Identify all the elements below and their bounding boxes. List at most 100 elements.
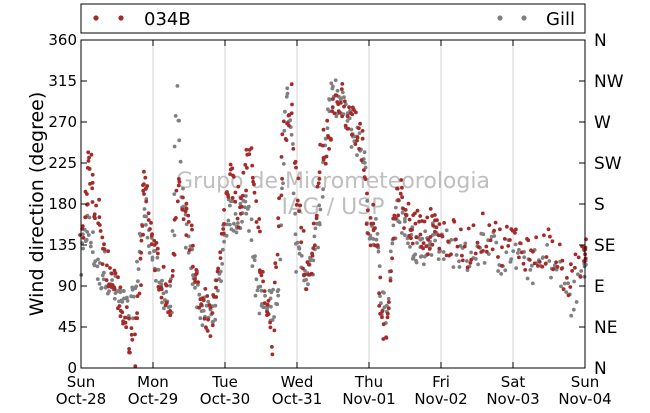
data-point-034b (548, 234, 552, 239)
data-point-gill (254, 277, 259, 282)
data-point-034b (392, 213, 397, 218)
data-point-034b (254, 199, 259, 204)
data-point-034b (249, 146, 254, 151)
data-point-034b (187, 248, 192, 252)
data-point-034b (310, 253, 315, 258)
data-point-034b (210, 323, 215, 328)
compass-axis: N NE E SE S SW W NW N (579, 31, 624, 379)
data-point-034b (238, 211, 243, 216)
data-point-034b (85, 192, 89, 196)
data-point-034b (413, 211, 417, 216)
data-point-gill (304, 277, 308, 282)
data-point-034b (466, 226, 471, 231)
x-tick-label-day: Thu (354, 373, 383, 391)
data-point-034b (537, 260, 542, 264)
data-point-gill (420, 236, 425, 241)
data-point-034b (123, 315, 128, 320)
data-point-gill (406, 241, 410, 246)
data-point-gill (403, 233, 407, 238)
legend-marker-034b (93, 15, 99, 21)
data-point-034b (428, 235, 433, 239)
data-point-gill (297, 246, 302, 251)
data-point-034b (381, 322, 386, 327)
data-point-034b (216, 266, 221, 271)
data-point-gill (193, 285, 197, 290)
data-point-034b (261, 279, 265, 284)
data-point-034b (161, 264, 166, 269)
data-point-gill (125, 299, 130, 303)
data-point-034b (561, 287, 566, 291)
data-point-034b (135, 316, 140, 321)
data-point-034b (113, 271, 118, 276)
data-point-034b (484, 249, 489, 254)
data-point-034b (402, 226, 406, 231)
data-point-034b (330, 105, 335, 110)
data-point-034b (557, 242, 562, 247)
data-point-gill (181, 186, 185, 191)
data-point-034b (230, 196, 235, 200)
data-point-gill (255, 288, 260, 293)
data-point-034b (400, 195, 404, 200)
data-point-034b (139, 238, 144, 243)
data-point-gill (329, 81, 334, 86)
data-point-034b (377, 304, 382, 308)
compass-label: SE (594, 236, 616, 256)
data-point-gill (476, 262, 480, 267)
data-point-034b (487, 223, 492, 228)
data-point-gill (263, 293, 267, 298)
data-point-034b (314, 213, 319, 218)
y-tick-label: 270 (48, 113, 77, 131)
data-point-gill (441, 250, 446, 254)
data-point-034b (100, 262, 105, 266)
data-point-034b (174, 216, 178, 220)
data-point-gill (374, 217, 378, 221)
data-point-gill (371, 237, 376, 241)
data-point-034b (421, 241, 426, 246)
data-point-034b (299, 225, 304, 230)
data-point-gill (160, 278, 164, 283)
y-axis-label: Wind direction (degree) (26, 92, 48, 317)
data-point-gill (243, 199, 248, 204)
data-point-034b (380, 315, 384, 320)
data-point-034b (381, 337, 386, 341)
data-point-034b (359, 158, 364, 163)
data-point-gill (224, 233, 229, 238)
data-point-034b (301, 229, 306, 233)
data-point-034b (193, 277, 197, 282)
data-point-gill (231, 228, 236, 233)
data-point-034b (422, 219, 427, 224)
data-point-gill (393, 205, 398, 210)
legend-entry-gill: Gill (497, 9, 575, 30)
data-point-034b (153, 268, 157, 273)
data-point-gill (433, 238, 437, 243)
data-point-gill (355, 153, 359, 158)
data-point-gill (131, 294, 136, 299)
data-point-gill (99, 285, 104, 290)
data-point-034b (518, 241, 522, 246)
data-point-034b (364, 222, 369, 226)
data-point-034b (493, 220, 498, 225)
data-point-034b (277, 196, 281, 201)
data-point-gill (216, 288, 220, 293)
data-point-gill (118, 290, 123, 295)
data-point-034b (256, 225, 261, 230)
data-point-gill (224, 222, 229, 227)
data-point-034b (210, 311, 215, 315)
data-point-034b (276, 224, 281, 229)
data-point-gill (390, 241, 395, 246)
data-point-034b (371, 221, 376, 226)
data-point-034b (129, 326, 134, 330)
data-point-034b (434, 225, 439, 230)
data-point-034b (110, 271, 114, 276)
data-point-gill (218, 269, 223, 274)
data-point-gill (376, 249, 381, 254)
data-point-034b (342, 104, 346, 109)
data-point-034b (289, 82, 294, 87)
data-point-034b (315, 184, 320, 189)
data-point-034b (468, 261, 473, 265)
data-point-gill (323, 136, 328, 141)
data-point-gill (136, 279, 140, 284)
data-point-gill (549, 275, 553, 280)
data-point-gill (238, 201, 243, 206)
data-point-gill (504, 250, 509, 255)
